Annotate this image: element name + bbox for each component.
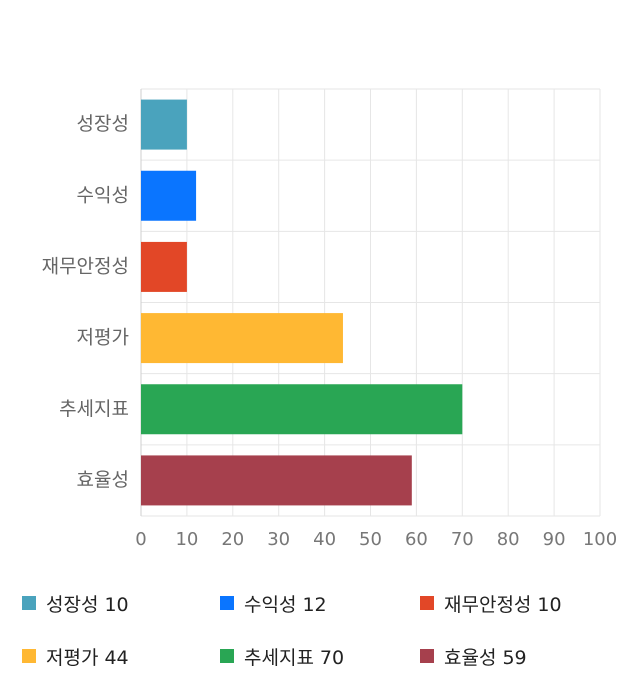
legend: 성장성 10 수익성 12 재무안정성 10 저평가 44 추세지표 70 효율성 59	[0, 580, 640, 690]
legend-label: 성장성	[46, 593, 99, 616]
x-tick-labels: 0 10 20 30 40 50 60 70 80 90 100	[135, 529, 617, 550]
legend-swatch	[420, 649, 434, 663]
legend-label: 효율성	[444, 646, 497, 669]
x-tick-label: 90	[543, 529, 566, 550]
legend-item-efficiency: 효율성 59	[420, 641, 527, 671]
x-tick-label: 70	[451, 529, 474, 550]
x-tick-label: 0	[135, 529, 146, 550]
legend-item-stability: 재무안정성 10	[420, 588, 562, 618]
category-label: 수익성	[77, 184, 129, 206]
bars	[141, 99, 463, 506]
x-tick-label: 30	[267, 529, 290, 550]
legend-swatch	[22, 649, 36, 663]
category-label: 추세지표	[59, 398, 129, 420]
bar	[141, 170, 197, 221]
legend-swatch	[220, 596, 234, 610]
x-tick-label: 80	[497, 529, 520, 550]
legend-swatch	[220, 649, 234, 663]
x-tick-label: 10	[175, 529, 198, 550]
x-tick-label: 50	[359, 529, 382, 550]
legend-swatch	[22, 596, 36, 610]
legend-item-growth: 성장성 10	[22, 588, 129, 618]
legend-value: 12	[302, 593, 327, 616]
legend-item-undervalued: 저평가 44	[22, 641, 129, 671]
legend-value: 44	[104, 646, 129, 669]
bar	[141, 241, 187, 292]
legend-label: 추세지표	[244, 646, 314, 669]
category-label: 저평가	[77, 327, 129, 349]
legend-item-trend: 추세지표 70	[220, 641, 344, 671]
legend-value: 70	[319, 646, 345, 669]
legend-value: 59	[502, 646, 527, 669]
bar	[141, 384, 463, 435]
legend-label: 수익성	[244, 593, 297, 616]
category-label: 성장성	[77, 113, 129, 135]
x-tick-label: 60	[405, 529, 428, 550]
legend-label: 저평가	[46, 646, 99, 669]
legend-label: 재무안정성	[444, 593, 532, 616]
legend-item-profitability: 수익성 12	[220, 588, 327, 618]
grid	[140, 88, 601, 517]
x-tick-label: 40	[313, 529, 336, 550]
category-label: 효율성	[77, 469, 129, 491]
legend-value: 10	[104, 593, 129, 616]
x-tick-label: 100	[583, 529, 617, 550]
bar	[141, 313, 343, 364]
legend-swatch	[420, 596, 434, 610]
x-tick-label: 20	[221, 529, 244, 550]
legend-value: 10	[537, 593, 562, 616]
category-label: 재무안정성	[42, 255, 129, 277]
bar	[141, 455, 412, 506]
bar	[141, 99, 187, 150]
